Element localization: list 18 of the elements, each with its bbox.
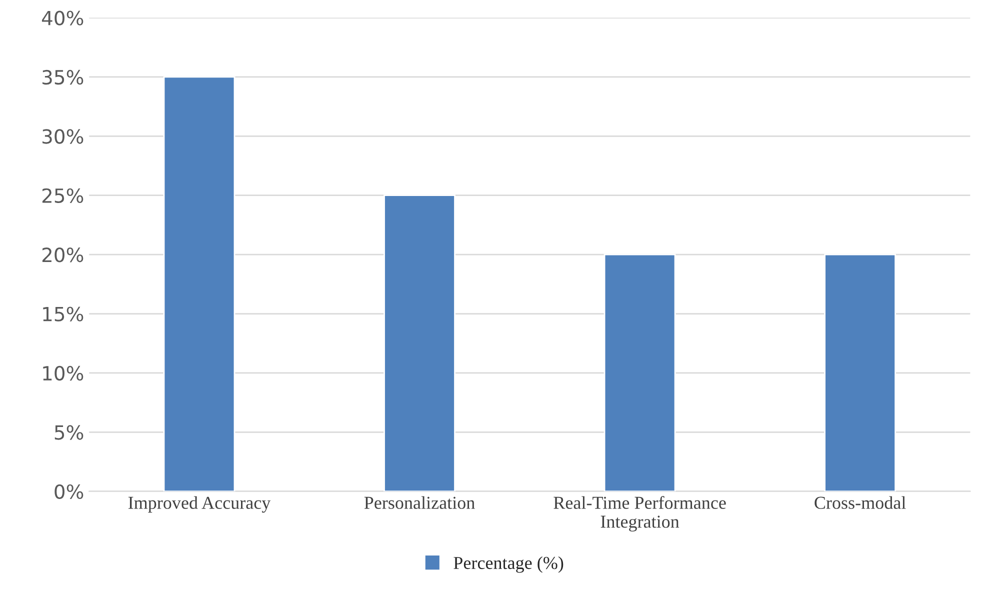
- bar: [384, 194, 456, 492]
- y-tick-label: 10%: [43, 366, 84, 381]
- bar: [163, 76, 236, 492]
- legend-label: Percentage (%): [454, 556, 564, 573]
- y-tick-label: 35%: [42, 70, 84, 85]
- bar: [604, 254, 676, 492]
- x-tick-label: Improved Accuracy: [128, 496, 271, 513]
- y-tick-label: 30%: [42, 129, 84, 144]
- y-tick-label: 25%: [42, 188, 84, 204]
- y-tick-label: 5%: [54, 425, 84, 440]
- y-tick-label: 15%: [43, 306, 84, 322]
- y-tick-label: 0%: [54, 484, 84, 500]
- x-tick-label: Cross-modal: [814, 496, 906, 509]
- x-tick-label: Real-Time Performance Integration: [554, 496, 726, 532]
- y-tick-label: 40%: [42, 10, 84, 26]
- x-tick-label: Personalization: [364, 496, 475, 509]
- bar: [824, 254, 896, 492]
- y-tick-label: 20%: [42, 248, 84, 262]
